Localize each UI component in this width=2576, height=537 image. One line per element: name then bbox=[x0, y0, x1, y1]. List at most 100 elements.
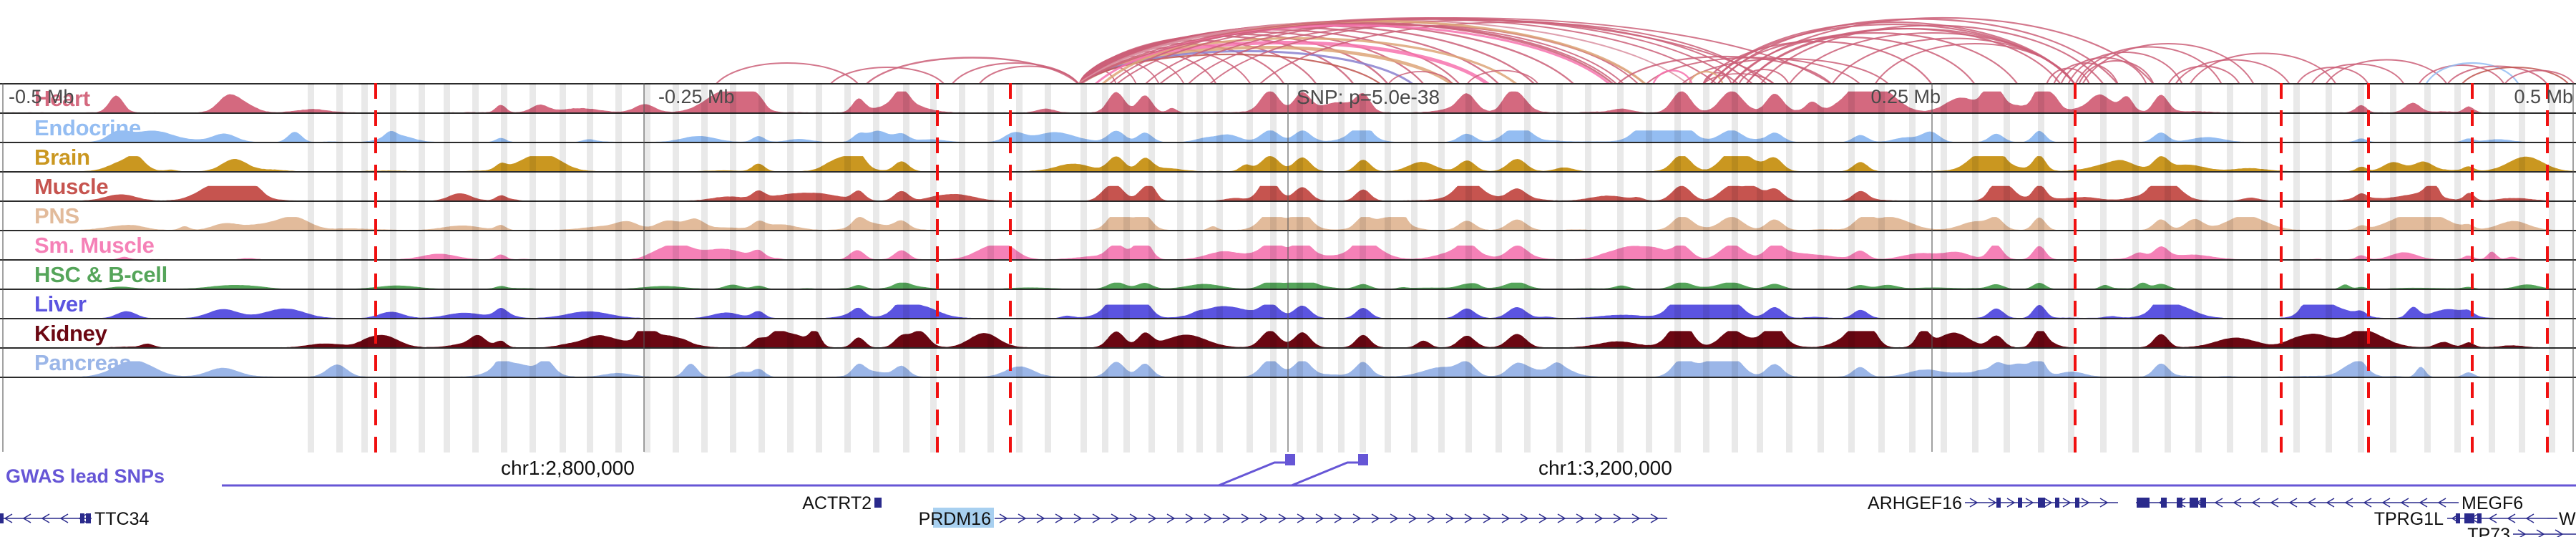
gene-MEGF6[interactable]: MEGF6 bbox=[2136, 493, 2523, 513]
strand-arrow bbox=[1073, 513, 1083, 523]
gene-label: TTC34 bbox=[94, 509, 150, 529]
loop-arc bbox=[2167, 65, 2240, 84]
strand-arrow bbox=[1538, 513, 1548, 523]
loop-arc bbox=[2325, 59, 2448, 84]
strand-arrow bbox=[2233, 498, 2242, 508]
gene-ARHGEF16[interactable]: ARHGEF16 bbox=[1868, 493, 2118, 513]
strand-arrow bbox=[1259, 513, 1269, 523]
loop-arc bbox=[2461, 67, 2570, 84]
strand-arrow bbox=[2044, 498, 2053, 508]
signal-track-stack: Heart Endocrine Brain Muscle PNS Sm. Muscle HS… bbox=[0, 83, 2576, 453]
chromatin-loop-arc-panel bbox=[0, 0, 2576, 84]
track-label-pns: PNS bbox=[34, 203, 79, 228]
track-pns[interactable]: PNS bbox=[0, 200, 2576, 231]
strand-arrow bbox=[1352, 513, 1362, 523]
strand-arrow bbox=[1988, 498, 1997, 508]
strand-arrow bbox=[1594, 513, 1604, 523]
signal-area bbox=[104, 331, 2539, 347]
exon-block bbox=[2456, 513, 2460, 523]
strand-arrow bbox=[2326, 498, 2335, 508]
loop-arc bbox=[978, 65, 1080, 84]
strand-arrow bbox=[1204, 513, 1213, 523]
gene-TPRG1L[interactable]: TPRG1L bbox=[2374, 509, 2547, 529]
signal-area bbox=[79, 217, 2555, 230]
track-kidney[interactable]: Kidney bbox=[0, 318, 2576, 349]
strand-arrow bbox=[4, 513, 13, 523]
strand-arrow bbox=[1185, 513, 1194, 523]
exon-block bbox=[2177, 498, 2182, 508]
track-label-kidney: Kidney bbox=[34, 320, 107, 346]
strand-arrow bbox=[1520, 513, 1529, 523]
track-label-heart: Heart bbox=[34, 85, 90, 111]
loop-arc bbox=[1144, 24, 1625, 84]
gwas-lead-snp-marker[interactable] bbox=[1285, 454, 1295, 465]
track-signal-svg bbox=[102, 304, 2494, 318]
gene-W[interactable]: W bbox=[2547, 509, 2576, 529]
track-brain[interactable]: Brain bbox=[0, 142, 2576, 173]
strand-arrow bbox=[59, 513, 69, 523]
strand-arrow bbox=[22, 513, 31, 523]
track-endocrine[interactable]: Endocrine bbox=[0, 112, 2576, 143]
strand-arrow bbox=[1036, 513, 1045, 523]
exon-block bbox=[80, 513, 84, 523]
strand-arrow bbox=[1055, 513, 1064, 523]
track-liver[interactable]: Liver bbox=[0, 289, 2576, 319]
loop-arc bbox=[1387, 71, 1453, 84]
gene-PRDM16[interactable]: PRDM16 bbox=[919, 508, 1667, 529]
signal-area bbox=[83, 156, 2576, 171]
strand-arrow bbox=[1557, 513, 1566, 523]
strand-arrow bbox=[1371, 513, 1380, 523]
track-label-liver: Liver bbox=[34, 291, 87, 316]
strand-arrow bbox=[2270, 498, 2279, 508]
strand-arrow bbox=[1222, 513, 1231, 523]
axis-tick-label: 0.25 Mb bbox=[1870, 86, 1941, 107]
strand-arrow bbox=[2062, 498, 2072, 508]
track-heart[interactable]: Heart bbox=[0, 83, 2576, 114]
loop-arc bbox=[2446, 65, 2548, 84]
signal-area bbox=[102, 304, 2494, 318]
track-signal-svg bbox=[112, 245, 2524, 259]
loop-arc bbox=[1078, 53, 1382, 84]
track-sm-muscle[interactable]: Sm. Muscle bbox=[0, 230, 2576, 261]
strand-arrow bbox=[2400, 498, 2409, 508]
exon-block bbox=[2137, 498, 2150, 508]
track-signal-svg bbox=[82, 185, 2550, 200]
exon-block bbox=[2055, 498, 2059, 508]
loop-arc bbox=[1738, 69, 1790, 84]
strand-arrow bbox=[1390, 513, 1399, 523]
gene-TTC34[interactable]: TTC34 bbox=[0, 509, 150, 529]
strand-arrow bbox=[1241, 513, 1250, 523]
track-signal-svg bbox=[83, 156, 2576, 171]
strand-arrow bbox=[1969, 498, 1979, 508]
strand-arrow bbox=[999, 513, 1008, 523]
strand-arrow bbox=[1315, 513, 1324, 523]
loop-arc bbox=[2078, 60, 2155, 84]
gene-TP73[interactable]: TP73 bbox=[2467, 525, 2576, 537]
strand-arrow bbox=[1408, 513, 1418, 523]
gwas-connector bbox=[1218, 461, 1290, 487]
signal-area bbox=[72, 361, 2481, 377]
track-label-hsc-b-cell: HSC & B-cell bbox=[34, 261, 167, 287]
loop-arc bbox=[1209, 19, 1754, 84]
loop-arc bbox=[829, 67, 945, 84]
gwas-lead-snp-marker[interactable] bbox=[1358, 454, 1368, 465]
gene-label: MEGF6 bbox=[2462, 493, 2523, 513]
gene-ACTRT2[interactable]: ACTRT2 bbox=[802, 493, 882, 513]
loop-arc bbox=[1717, 36, 1976, 84]
axis-tick-label: -0.5 Mb bbox=[9, 86, 74, 107]
loop-arc bbox=[1259, 21, 1768, 84]
track-signal-svg bbox=[104, 331, 2539, 347]
loop-arc bbox=[1158, 18, 1740, 84]
signal-area bbox=[82, 185, 2550, 200]
gene-annotation-panel: ACTRT2 ARHGEF16 MEGF6 TTC34 PRDM16 TPRG1L W TP7… bbox=[0, 491, 2576, 537]
strand-arrow bbox=[1427, 513, 1436, 523]
track-muscle[interactable]: Muscle bbox=[0, 171, 2576, 202]
loop-arc bbox=[865, 57, 1080, 84]
strand-arrow bbox=[2025, 498, 2034, 508]
strand-arrow bbox=[1576, 513, 1585, 523]
track-hsc-b-cell[interactable]: HSC & B-cell bbox=[0, 259, 2576, 290]
exon-block bbox=[2038, 498, 2045, 508]
track-label-pancreas: Pancreas bbox=[34, 349, 132, 375]
track-pancreas[interactable]: Pancreas bbox=[0, 347, 2576, 378]
gene-label-highlight bbox=[933, 508, 994, 528]
